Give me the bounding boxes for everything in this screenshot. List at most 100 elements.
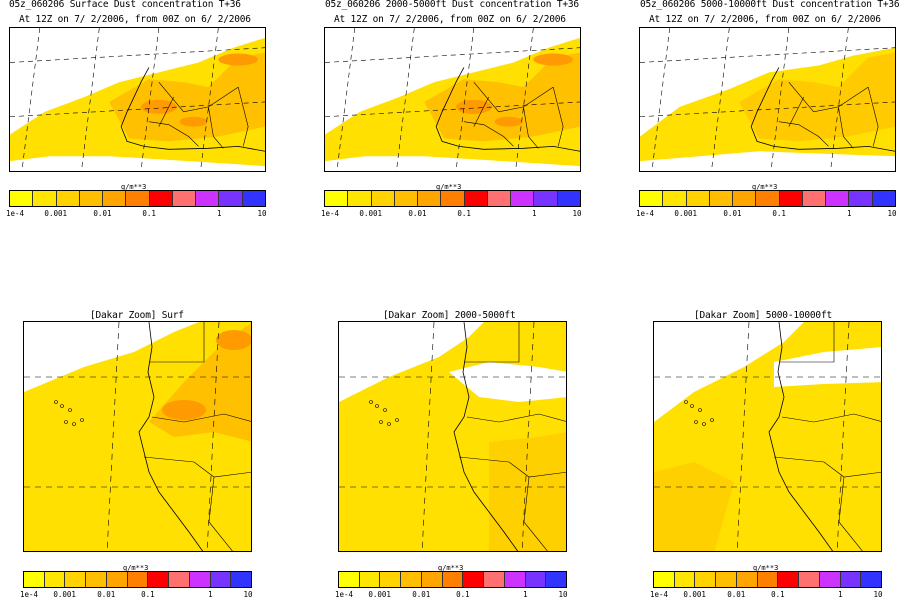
clear-area — [449, 362, 566, 402]
colorbar-swatch — [654, 572, 675, 587]
panel-5-map — [338, 321, 567, 552]
colorbar-swatch — [242, 191, 265, 206]
colorbar-swatch — [148, 572, 170, 587]
colorbar-swatch — [189, 572, 211, 587]
panel-1-title: 05z_060206 Surface Dust concentration T+… — [9, 0, 241, 10]
island — [383, 408, 387, 412]
graticule-line — [830, 28, 849, 171]
colorbar-swatch — [546, 572, 567, 587]
colorbar-swatch — [103, 191, 127, 206]
colorbar-4 — [23, 571, 252, 588]
colorbar-swatch — [79, 191, 104, 206]
graticule-line — [711, 28, 730, 171]
colorbar-swatch — [861, 572, 882, 587]
island — [72, 422, 76, 426]
colorbar-swatch — [557, 191, 580, 206]
colorbar-tick-label: 10 — [243, 590, 253, 599]
colorbar-swatch — [127, 572, 149, 587]
colorbar-swatch — [778, 572, 800, 587]
country-border — [523, 476, 548, 551]
colorbar-swatch — [56, 191, 80, 206]
panel-2-subtitle: At 12Z on 7/ 2/2006, from 00Z on 6/ 2/20… — [334, 14, 566, 25]
island — [375, 404, 379, 408]
colorbar-swatch — [65, 572, 87, 587]
country-border — [867, 87, 879, 147]
dust-heavy-patch — [218, 53, 259, 66]
colorbar-tick-label: 0.01 — [97, 590, 116, 599]
colorbar-tick-label: 1e-4 — [19, 590, 39, 599]
dust-heavy-patch — [179, 116, 208, 127]
country-border — [464, 322, 520, 363]
country-border — [838, 106, 854, 149]
colorbar-tick-label: 0.01 — [412, 590, 431, 599]
colorbar-swatch — [10, 191, 34, 206]
colorbar-swatch — [872, 191, 895, 206]
map-svg — [24, 322, 251, 551]
colorbar-swatch — [640, 191, 664, 206]
colorbar-swatch — [663, 191, 687, 206]
colorbar-swatch — [799, 572, 820, 587]
panel-2-title: 05z_060206 2000-5000ft Dust concentratio… — [325, 0, 579, 10]
graticule-line — [836, 322, 850, 551]
colorbar-tick-label: 0.1 — [772, 209, 786, 218]
colorbar-swatch — [511, 191, 535, 206]
island — [702, 422, 706, 426]
dust-heavy-patch — [494, 116, 523, 127]
colorbar-tick-label: 10 — [887, 209, 897, 218]
country-border — [458, 456, 566, 478]
dust-heavy-patch — [533, 53, 574, 66]
country-border — [143, 456, 251, 478]
dust-heavy-patch — [140, 99, 177, 114]
colorbar-swatch — [819, 572, 841, 587]
country-border — [523, 106, 539, 149]
map-svg — [339, 322, 566, 551]
dust-heavy-patch — [216, 330, 251, 350]
colorbar-tick-label: 1e-4 — [320, 209, 340, 218]
island — [68, 408, 72, 412]
coastline — [138, 322, 204, 551]
colorbar-tick-label: 10 — [558, 590, 568, 599]
country-border — [778, 121, 829, 147]
colorbar-swatch — [756, 191, 780, 206]
colorbar-tick-label: 10 — [572, 209, 582, 218]
panel-3-title: 05z_060206 5000-10000ft Dust concentrati… — [640, 0, 900, 10]
colorbar-tick-label: 0.01 — [727, 590, 746, 599]
graticule-line — [325, 47, 580, 63]
colorbar-tick-label: 1 — [208, 590, 213, 599]
colorbar-swatch — [826, 191, 850, 206]
graticule-line — [521, 322, 535, 551]
colorbar-swatch — [441, 191, 465, 206]
colorbar-swatch — [325, 191, 349, 206]
colorbar-swatch — [359, 572, 381, 587]
colorbar-tick-label: 1e-4 — [334, 590, 354, 599]
colorbar-swatch — [709, 191, 734, 206]
colorbar-2 — [324, 190, 581, 207]
colorbar-swatch — [757, 572, 779, 587]
colorbar-tick-label: 10 — [257, 209, 267, 218]
country-border — [779, 322, 835, 363]
graticule-line — [336, 28, 356, 171]
dust-heavy-patch — [162, 400, 206, 420]
panel-5-title: [Dakar Zoom] 2000-5000ft — [383, 310, 516, 321]
country-border — [781, 413, 881, 423]
graticule-line — [396, 28, 415, 171]
island — [690, 404, 694, 408]
country-border — [208, 476, 233, 551]
graticule-line — [515, 28, 534, 171]
country-border — [473, 96, 489, 127]
country-border — [237, 87, 249, 147]
island — [369, 400, 373, 404]
colorbar-swatch — [401, 572, 422, 587]
panel-6-map — [653, 321, 882, 552]
panel-4-title: [Dakar Zoom] Surf — [90, 310, 184, 321]
panel-4-map — [23, 321, 252, 552]
colorbar-swatch — [196, 191, 220, 206]
country-border — [151, 413, 251, 423]
colorbar-swatch — [106, 572, 128, 587]
colorbar-tick-label: 1 — [523, 590, 528, 599]
colorbar-1 — [9, 190, 266, 207]
country-border — [158, 82, 239, 113]
colorbar-swatch — [716, 572, 737, 587]
coastline — [750, 67, 895, 152]
island — [698, 408, 702, 412]
